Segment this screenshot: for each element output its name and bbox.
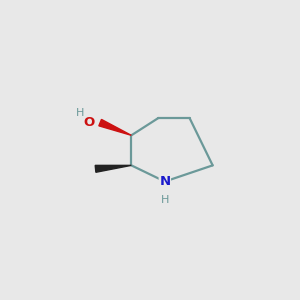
- Text: N: N: [159, 175, 170, 188]
- Polygon shape: [95, 165, 131, 172]
- Text: H: H: [161, 195, 169, 205]
- Text: O: O: [83, 116, 94, 129]
- Text: H: H: [76, 108, 85, 118]
- Polygon shape: [99, 119, 131, 135]
